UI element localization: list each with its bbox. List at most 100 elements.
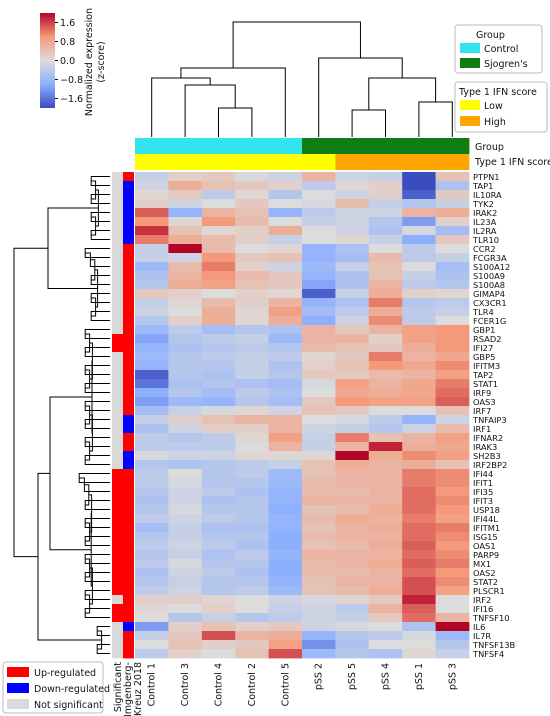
heatmap-cell [335,595,370,605]
heatmap-cell [302,388,336,398]
heatmap-cell [268,361,303,371]
heatmap-cell [368,613,403,623]
row-annotation-cell [112,289,123,299]
row-annotation-cell [123,568,134,578]
heatmap-cell [268,370,303,380]
heatmap-cell [135,433,169,443]
heatmap-cell [435,415,470,425]
heatmap-cell [168,406,203,416]
heatmap-cell [335,298,370,308]
heatmap-cell [135,550,169,560]
column-annotation-cell [302,154,336,170]
heatmap-cell [402,478,436,488]
heatmap-cell [435,361,470,371]
heatmap-cell [168,298,203,308]
row-annotation-cell [123,505,134,515]
legend-ifn-swatch-low [460,100,480,110]
heatmap-cell [135,541,169,551]
heatmap-cell [435,352,470,362]
heatmap-cell [168,235,203,245]
row-annotation-cell [112,622,123,632]
heatmap-cell [302,253,336,263]
column-annotation-cell [435,138,470,154]
heatmap-cell [335,388,370,398]
heatmap-cell [168,208,203,218]
heatmap-cell [335,370,370,380]
column-annotation-cell [201,138,236,154]
heatmap-cell [302,649,336,659]
row-label: TNFAIP3 [472,415,507,425]
row-annotation-cell [123,370,134,380]
heatmap-cell [201,433,236,443]
heatmap-cell [168,307,203,317]
heatmap-cell [335,613,370,623]
column-label: Control 3 [180,663,191,706]
heatmap-cell [435,577,470,587]
row-annotation-cell [123,532,134,542]
heatmap-cell [135,316,169,326]
heatmap-cell [435,388,470,398]
column-annotation-cell [168,154,203,170]
heatmap-cell [135,280,169,290]
heatmap-cell [435,307,470,317]
row-annotation-cell [123,604,134,614]
heatmap-cell [235,343,269,353]
column-annotation-cell [235,154,269,170]
heatmap-cell [135,208,169,218]
heatmap-cell [335,217,370,227]
heatmap-cell [268,577,303,587]
heatmap-cell [435,289,470,299]
heatmap-cell [335,514,370,524]
column-annotation-cell [168,138,203,154]
row-annotation-cell [123,442,134,452]
heatmap-cell [201,559,236,569]
heatmap-cell [168,370,203,380]
heatmap-cell [201,397,236,407]
dendrogram-link [91,180,97,200]
heatmap-cell [435,325,470,335]
heatmap-cell [302,217,336,227]
row-annotation-cell [123,244,134,254]
heatmap-cell [235,613,269,623]
heatmap-cell [235,577,269,587]
heatmap-cell [335,496,370,506]
heatmap-cell [135,559,169,569]
row-annotation-cell [123,631,134,641]
heatmap-cell [135,631,169,641]
heatmap-cell [402,514,436,524]
row-label: STAT1 [473,379,498,389]
heatmap-cell [402,433,436,443]
row-annotation-cell [112,586,123,596]
heatmap-cell [335,280,370,290]
heatmap-cell [201,199,236,209]
heatmap-cell [335,523,370,533]
heatmap-cell [268,532,303,542]
heatmap-cell [135,199,169,209]
heatmap-cell [168,226,203,236]
heatmap-cell [368,487,403,497]
heatmap-cell [268,631,303,641]
heatmap-cell [168,604,203,614]
heatmap-cell [302,424,336,434]
heatmap-cell [302,568,336,578]
legend-group-swatch-sjogrens [460,58,480,68]
colorbar-tick-label: 0.8 [60,37,75,48]
heatmap-cell [402,451,436,461]
row-annotation-cell [123,289,134,299]
heatmap-cell [235,451,269,461]
heatmap-cell [268,388,303,398]
heatmap-cell [268,244,303,254]
heatmap-cell [135,577,169,587]
legend-ifn-label-low: Low [484,101,503,112]
heatmap-cell [302,640,336,650]
heatmap-cell [268,226,303,236]
heatmap-cell [368,343,403,353]
heatmap-cell [201,496,236,506]
column-labels: Control 1 Control 3 Control 4 Control 2 Cont… [147,663,459,706]
heatmap-cell [368,532,403,542]
heatmap-cell [168,388,203,398]
heatmap-cell [201,244,236,254]
row-label: IRF2 [473,595,491,605]
row-annotation-cell [112,325,123,335]
row-label: IRAK2 [473,208,497,218]
